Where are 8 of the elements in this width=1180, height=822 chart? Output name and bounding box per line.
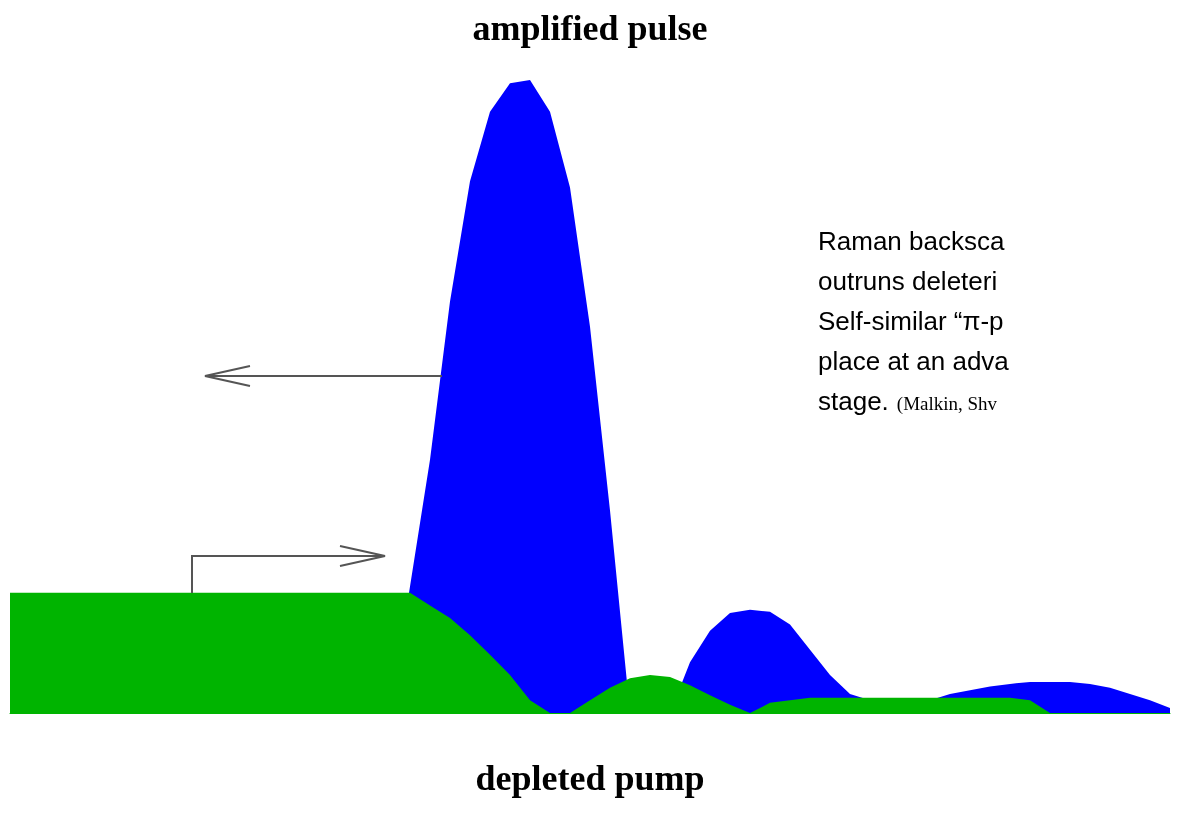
- series-label: amplified pulse: [472, 8, 708, 48]
- annotation: (Malkin, Shv: [896, 393, 998, 415]
- annotation: Raman backsca: [818, 226, 1005, 256]
- annotation: outruns deleteri: [818, 266, 998, 296]
- series-label: depleted pump: [475, 758, 705, 798]
- annotation: Self-similar “π-p: [818, 306, 1004, 336]
- annotation: stage.: [818, 386, 889, 416]
- annotation: place at an adva: [818, 346, 1010, 376]
